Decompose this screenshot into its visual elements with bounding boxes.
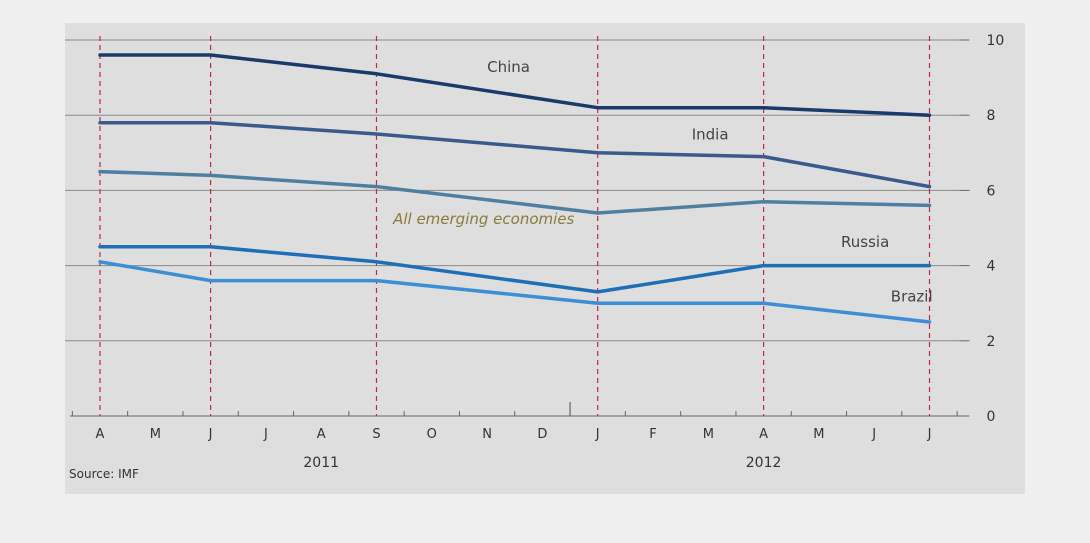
x-axis: A M J J A S O N D J F M A M J J 2011 2012	[70, 402, 970, 471]
x-tick-label: J	[263, 427, 268, 442]
series-label-all-emerging-economies: All emerging economies	[392, 210, 574, 228]
series-label-russia: Russia	[841, 233, 889, 251]
forecast-markers	[99, 36, 931, 416]
x-tick-label: J	[595, 427, 600, 442]
y-tick-label: 10	[987, 33, 1005, 49]
series-line-brazil	[98, 260, 932, 324]
series-lines	[98, 53, 932, 324]
x-tick-label: S	[372, 427, 380, 442]
x-tick-label: M	[150, 427, 161, 442]
x-tick-label: J	[927, 427, 932, 442]
x-tick-label: A	[96, 427, 105, 442]
year-label: 2012	[746, 455, 782, 471]
x-tick-label: J	[208, 427, 213, 442]
series-label-china: China	[487, 58, 530, 76]
y-tick-label: 8	[987, 108, 996, 124]
y-tick-label: 2	[987, 334, 996, 350]
line-chart: A M J J A S O N D J F M A M J J 2011 2012 0 2 4 6 8 10 China In…	[65, 23, 1025, 494]
series-line-china	[98, 53, 932, 117]
y-axis: 0 2 4 6 8 10	[959, 33, 1005, 425]
y-tick-label: 4	[987, 259, 996, 275]
x-tick-label: A	[317, 427, 326, 442]
chart-figure: A M J J A S O N D J F M A M J J 2011 2012 0 2 4 6 8 10 China In…	[65, 23, 1025, 494]
y-tick-label: 0	[987, 409, 996, 425]
series-label-india: India	[692, 126, 729, 144]
series-label-brazil: Brazil	[891, 287, 933, 305]
x-tick-label: D	[537, 427, 547, 442]
source-note: Source: IMF	[69, 467, 139, 481]
x-tick-label: N	[482, 427, 492, 442]
y-tick-label: 6	[987, 183, 996, 199]
year-label: 2011	[303, 455, 339, 471]
x-tick-label: O	[427, 427, 437, 442]
x-tick-label: J	[871, 427, 876, 442]
series-labels: China India All emerging economies Russia Br…	[392, 58, 933, 305]
chart-background	[65, 23, 1025, 494]
x-tick-label: F	[649, 427, 656, 442]
series-line-all-emerging-economies	[98, 169, 932, 215]
series-line-india	[98, 120, 932, 189]
x-tick-label: A	[759, 427, 768, 442]
x-tick-label: M	[703, 427, 714, 442]
x-tick-label: M	[813, 427, 824, 442]
series-line-russia	[98, 245, 932, 294]
